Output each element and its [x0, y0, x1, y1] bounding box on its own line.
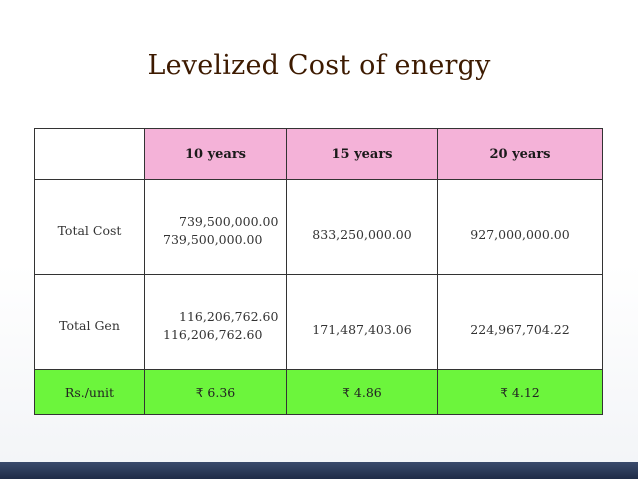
rs-per-unit-15-years-cell: ₹4.86 — [286, 369, 438, 415]
total-cost-15-years-cell: 833,250,000.00 — [286, 179, 438, 275]
total-gen-row: Total Gen 116,206,762.60 116,206,762.60 … — [34, 274, 603, 370]
total-cost-10-years-cell: 739,500,000.00 739,500,000.00 — [144, 179, 287, 275]
header-15-years: 15 years — [286, 128, 438, 180]
rs-per-unit-15-years-value: 4.86 — [353, 384, 382, 400]
rs-per-unit-label: Rs./unit — [34, 369, 145, 415]
total-gen-20-years-value: 224,967,704.22 — [470, 321, 570, 337]
rs-per-unit-row: Rs./unit ₹6.36 ₹4.86 ₹4.12 — [34, 369, 603, 415]
header-20-years: 20 years — [437, 128, 603, 180]
total-gen-10-years-cell: 116,206,762.60 116,206,762.60 — [144, 274, 287, 370]
rs-per-unit-10-years-value: 6.36 — [207, 384, 236, 400]
total-cost-20-years-cell: 927,000,000.00 — [437, 179, 603, 275]
rupee-icon: ₹ — [342, 385, 350, 400]
header-10-years: 10 years — [144, 128, 287, 180]
total-gen-15-years-cell: 171,487,403.06 — [286, 274, 438, 370]
total-cost-label: Total Cost — [34, 179, 145, 275]
total-cost-20-years-value: 927,000,000.00 — [470, 226, 570, 242]
rupee-icon: ₹ — [195, 385, 204, 400]
total-gen-20-years-cell: 224,967,704.22 — [437, 274, 603, 370]
rs-per-unit-10-years-cell: ₹6.36 — [144, 369, 287, 415]
total-cost-10-years-value-lower: 739,500,000.00 — [163, 232, 263, 247]
total-cost-row: Total Cost 739,500,000.00 739,500,000.00… — [34, 179, 603, 275]
total-cost-10-years-value-upper: 739,500,000.00 — [179, 214, 279, 229]
levelized-cost-table: 10 years 15 years 20 years Total Cost 73… — [34, 128, 603, 415]
total-gen-10-years-value-upper: 116,206,762.60 — [179, 309, 279, 324]
slide-title: Levelized Cost of energy — [147, 50, 491, 81]
table-corner-cell — [34, 128, 145, 180]
total-cost-15-years-value: 833,250,000.00 — [312, 226, 412, 242]
total-gen-10-years-value-lower: 116,206,762.60 — [163, 327, 263, 342]
rupee-icon: ₹ — [500, 385, 508, 400]
rs-per-unit-20-years-cell: ₹4.12 — [437, 369, 603, 415]
rs-per-unit-20-years-value: 4.12 — [511, 384, 540, 400]
total-gen-label: Total Gen — [34, 274, 145, 370]
total-gen-15-years-value: 171,487,403.06 — [312, 321, 412, 337]
footer-band — [0, 462, 638, 479]
table-header-row: 10 years 15 years 20 years — [34, 128, 603, 180]
